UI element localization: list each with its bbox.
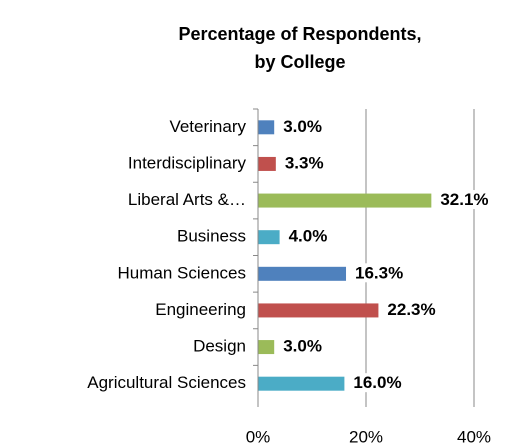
- data-label-bg: [282, 153, 326, 173]
- data-label: 4.0%: [289, 227, 328, 246]
- bar: [258, 376, 345, 391]
- y-tick-label: Design: [193, 337, 246, 356]
- data-label: 16.0%: [353, 373, 401, 392]
- y-tick-label: Liberal Arts &…: [128, 190, 246, 209]
- x-tick-label: 40%: [457, 427, 491, 446]
- bar: [258, 156, 276, 171]
- chart-title: Percentage of Respondents,: [178, 24, 421, 44]
- data-label-bg: [281, 116, 324, 136]
- y-tick-label: Human Sciences: [117, 263, 246, 282]
- data-label-bg: [281, 336, 324, 356]
- x-tick-label: 0%: [246, 427, 271, 446]
- y-tick-label: Engineering: [155, 300, 246, 319]
- x-tick-label: 20%: [349, 427, 383, 446]
- bar: [258, 230, 280, 245]
- bar: [258, 303, 379, 318]
- y-tick-label: Veterinary: [169, 117, 246, 136]
- bar: [258, 120, 275, 135]
- data-label-bg: [385, 299, 438, 319]
- bar: [258, 266, 347, 281]
- data-label: 22.3%: [387, 300, 435, 319]
- data-label-bg: [286, 226, 330, 246]
- y-tick-label: Agricultural Sciences: [87, 373, 246, 392]
- data-label: 3.3%: [285, 153, 324, 172]
- data-label-bg: [353, 263, 406, 283]
- chart-title: by College: [254, 52, 345, 72]
- bar: [258, 193, 432, 208]
- data-label-bg: [351, 373, 404, 393]
- y-tick-label: Interdisciplinary: [128, 153, 247, 172]
- bar: [258, 340, 275, 355]
- data-label: 3.0%: [283, 337, 322, 356]
- data-label: 16.3%: [355, 263, 403, 282]
- y-tick-label: Business: [177, 227, 246, 246]
- data-label: 3.0%: [283, 117, 322, 136]
- data-label: 32.1%: [440, 190, 488, 209]
- data-label-bg: [438, 190, 491, 210]
